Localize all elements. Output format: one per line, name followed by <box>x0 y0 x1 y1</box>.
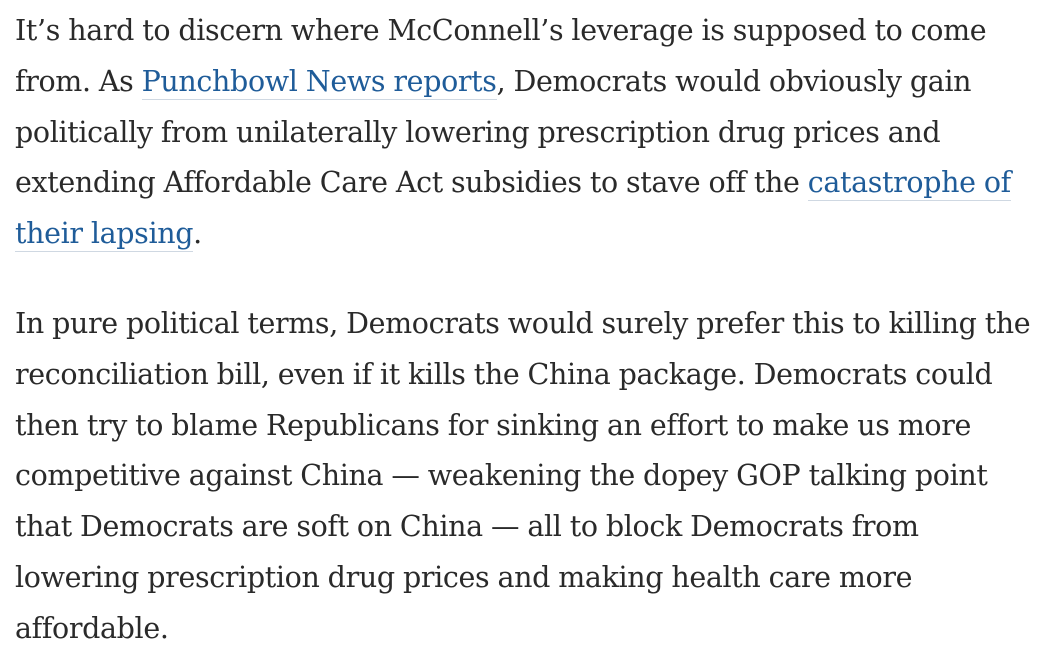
paragraph-leverage: It’s hard to discern where McConnell’s l… <box>15 6 1037 260</box>
link-catastrophe-continued[interactable]: their lapsing <box>15 217 194 253</box>
text-line: reconciliation bill, even if it kills th… <box>15 357 993 391</box>
text-line: from. As Punchbowl News reports, Democra… <box>15 57 1037 108</box>
text-line: It’s hard to discern where McConnell’s l… <box>15 14 987 47</box>
text-line: politically from unilaterally lowering p… <box>15 115 941 149</box>
paragraph-political-terms: In pure political terms, Democrats would… <box>15 299 1037 655</box>
text-line: that Democrats are soft on China — all t… <box>15 510 919 544</box>
link-catastrophe[interactable]: catastrophe of <box>807 166 1011 202</box>
text-line: In pure political terms, Democrats would… <box>15 306 1031 340</box>
link-punchbowl-news[interactable]: Punchbowl News reports <box>141 64 497 100</box>
text-line: lowering prescription drug prices and ma… <box>15 560 913 594</box>
article-body: It’s hard to discern where McConnell’s l… <box>15 6 1037 655</box>
text-segment: , Democrats would obviously gain <box>496 64 972 98</box>
text-line: extending Affordable Care Act subsidies … <box>15 158 1037 209</box>
text-line: their lapsing. <box>15 209 1037 260</box>
text-segment: . <box>193 217 202 251</box>
text-line: affordable. <box>15 611 169 645</box>
text-line: then try to blame Republicans for sinkin… <box>15 408 972 442</box>
text-line: competitive against China — weakening th… <box>15 459 988 493</box>
text-segment: extending Affordable Care Act subsidies … <box>15 166 808 200</box>
text-segment: from. As <box>15 64 142 98</box>
